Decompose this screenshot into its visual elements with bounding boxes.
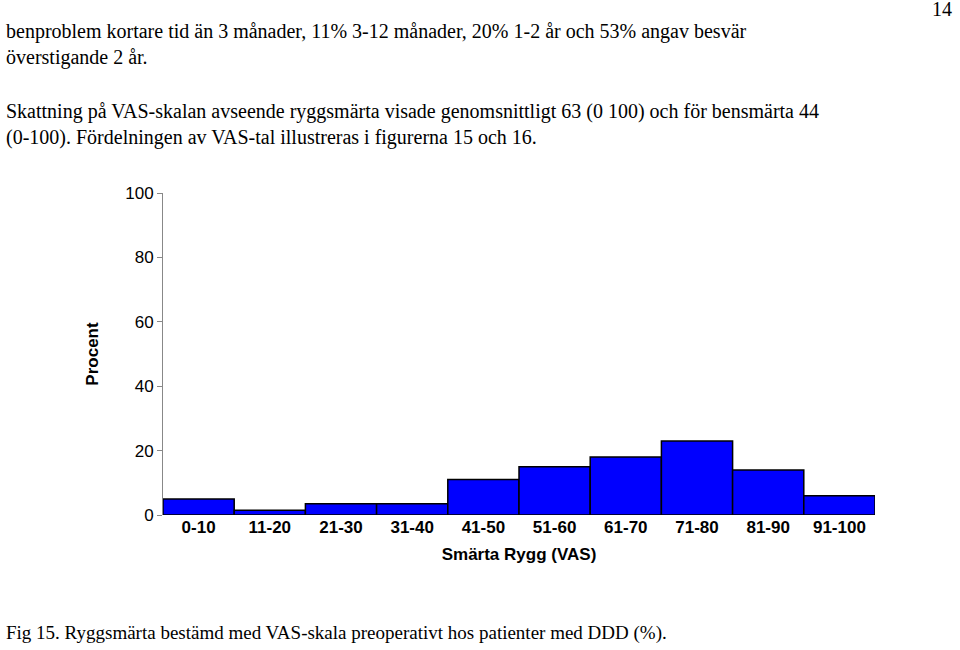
svg-text:51-60: 51-60 <box>533 518 576 537</box>
html-text:benproblem kortare tid än 3 må: benproblem kortare tid än 3 månader, 11%… <box>6 20 747 42</box>
svg-text:61-70: 61-70 <box>604 518 647 537</box>
svg-text:Smärta Rygg (VAS): Smärta Rygg (VAS) <box>442 545 597 564</box>
svg-text:20: 20 <box>135 442 154 461</box>
html-text:överstigande 2 år.: överstigande 2 år. <box>6 46 148 68</box>
html-text:(0-100). Fördelningen av VAS-t: (0-100). Fördelningen av VAS-tal illustr… <box>6 126 537 148</box>
svg-text:40: 40 <box>135 377 154 396</box>
svg-text:100: 100 <box>125 184 153 203</box>
svg-text:21-30: 21-30 <box>319 518 362 537</box>
svg-text:0: 0 <box>144 506 153 525</box>
html-text:Fig 15. Ryggsmärta bestämd med: Fig 15. Ryggsmärta bestämd med VAS-skala… <box>6 622 667 643</box>
svg-text:31-40: 31-40 <box>390 518 433 537</box>
svg-text:11-20: 11-20 <box>249 518 292 537</box>
svg-text:71-80: 71-80 <box>675 518 718 537</box>
svg-text:91-100: 91-100 <box>813 518 866 537</box>
svg-text:80: 80 <box>135 248 154 267</box>
svg-text:81-90: 81-90 <box>746 518 789 537</box>
svg-text:60: 60 <box>135 313 154 332</box>
svg-text:0-10: 0-10 <box>182 518 216 537</box>
svg-text:Procent: Procent <box>83 322 102 386</box>
svg-text:41-50: 41-50 <box>462 518 505 537</box>
html-text:Skattning på VAS-skalan avseen: Skattning på VAS-skalan avseende ryggsmä… <box>6 100 819 122</box>
